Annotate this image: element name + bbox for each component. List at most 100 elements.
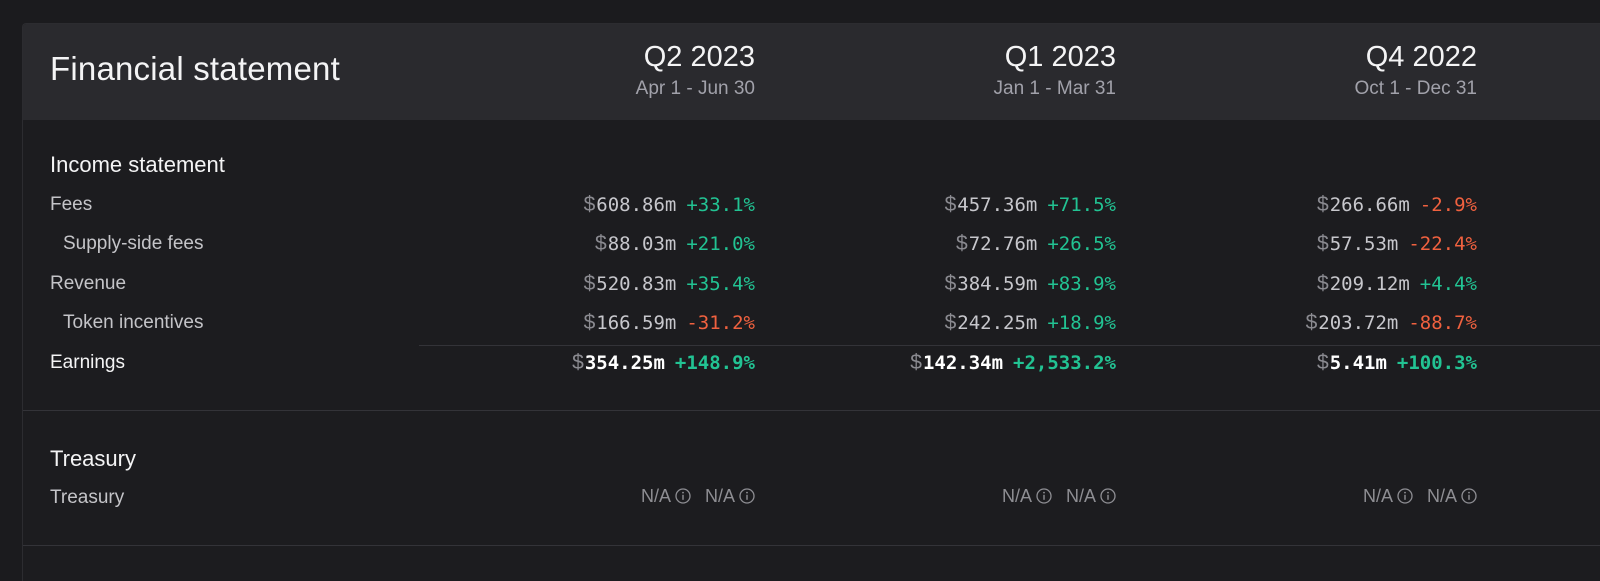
amount: 384.59m <box>957 273 1038 295</box>
info-icon[interactable] <box>1397 488 1413 504</box>
treasury-value-cell: N/A N/A <box>776 486 1116 507</box>
period-quarter: Q2 2023 <box>643 41 755 73</box>
treasury-value-cell: N/A N/A <box>415 486 755 507</box>
amount: 242.25m <box>957 312 1038 334</box>
na-text: N/A <box>1362 486 1393 506</box>
change-percent: -22.4% <box>1408 233 1477 255</box>
amount: 166.59m <box>596 312 677 334</box>
period-range: Jan 1 - Mar 31 <box>993 78 1117 99</box>
change-percent: +148.9% <box>674 352 755 374</box>
info-icon[interactable] <box>1036 488 1052 504</box>
period-q1-2023: Q1 2023 Jan 1 - Mar 31 <box>796 40 1117 102</box>
change-percent: +21.0% <box>686 233 755 255</box>
change-percent: +35.4% <box>686 273 755 295</box>
value-cell: $142.34m +2,533.2% <box>776 351 1116 375</box>
value-cell: $457.36m +71.5% <box>776 193 1116 217</box>
value-cell: $5.41m +100.3% <box>1137 351 1477 375</box>
value-cell: $57.53m -22.4% <box>1137 232 1477 256</box>
amount: 203.72m <box>1318 312 1399 334</box>
currency-symbol: $ <box>944 311 957 334</box>
na-value: N/A <box>641 486 691 507</box>
change-percent: +2,533.2% <box>1013 352 1116 374</box>
change-percent: -2.9% <box>1419 194 1477 216</box>
treasury-row-label: Treasury <box>50 487 125 508</box>
change-percent: -88.7% <box>1408 312 1477 334</box>
value-cell: $242.25m +18.9% <box>776 311 1116 335</box>
row-label-token-incentives: Token incentives <box>63 312 204 333</box>
currency-symbol: $ <box>1317 193 1329 216</box>
na-text: N/A <box>1426 486 1457 506</box>
change-percent: +18.9% <box>1047 312 1116 334</box>
na-value: N/A <box>1363 486 1413 507</box>
na-text: N/A <box>1001 486 1032 506</box>
currency-symbol: $ <box>583 272 596 295</box>
currency-symbol: $ <box>944 272 957 295</box>
amount: 72.76m <box>968 233 1038 255</box>
na-text: N/A <box>704 486 735 506</box>
value-cell: $166.59m -31.2% <box>415 311 755 335</box>
amount: 520.83m <box>596 273 677 295</box>
income-statement-title: Income statement <box>50 152 225 177</box>
na-text: N/A <box>640 486 671 506</box>
na-value: N/A <box>1427 486 1477 507</box>
amount: 354.25m <box>584 352 665 374</box>
currency-symbol: $ <box>956 232 968 255</box>
value-cell: $209.12m +4.4% <box>1137 272 1477 296</box>
currency-symbol: $ <box>595 232 607 255</box>
value-cell: $608.86m +33.1% <box>415 193 755 217</box>
value-cell: $384.59m +83.9% <box>776 272 1116 296</box>
earnings-divider <box>419 345 1600 346</box>
period-q2-2023: Q2 2023 Apr 1 - Jun 30 <box>435 40 755 102</box>
info-icon[interactable] <box>739 488 755 504</box>
period-range: Apr 1 - Jun 30 <box>635 78 755 99</box>
amount: 266.66m <box>1329 194 1410 216</box>
change-percent: +100.3% <box>1396 352 1477 374</box>
financial-statement-panel: Financial statement Q2 2023 Apr 1 - Jun … <box>22 23 1600 581</box>
amount: 608.86m <box>596 194 677 216</box>
na-value: N/A <box>1066 486 1116 507</box>
statement-header: Financial statement Q2 2023 Apr 1 - Jun … <box>23 24 1600 120</box>
row-label-earnings: Earnings <box>50 352 125 373</box>
currency-symbol: $ <box>944 193 957 216</box>
period-quarter: Q1 2023 <box>1004 41 1116 73</box>
change-percent: +83.9% <box>1047 273 1116 295</box>
change-percent: +33.1% <box>686 194 755 216</box>
treasury-title: Treasury <box>50 446 136 471</box>
amount: 457.36m <box>957 194 1038 216</box>
currency-symbol: $ <box>910 351 922 374</box>
currency-symbol: $ <box>1305 311 1318 334</box>
bottom-divider <box>23 545 1600 546</box>
value-cell: $520.83m +35.4% <box>415 272 755 296</box>
treasury-value-cell: N/A N/A <box>1137 486 1477 507</box>
currency-symbol: $ <box>572 351 584 374</box>
info-icon[interactable] <box>1461 488 1477 504</box>
na-text: N/A <box>1065 486 1096 506</box>
row-label-revenue: Revenue <box>50 273 127 294</box>
value-cell: $72.76m +26.5% <box>776 232 1116 256</box>
na-value: N/A <box>705 486 755 507</box>
change-percent: +26.5% <box>1047 233 1116 255</box>
currency-symbol: $ <box>1317 351 1329 374</box>
period-q4-2022: Q4 2022 Oct 1 - Dec 31 <box>1157 40 1478 102</box>
currency-symbol: $ <box>1317 232 1329 255</box>
currency-symbol: $ <box>1317 272 1329 295</box>
amount: 88.03m <box>607 233 677 255</box>
amount: 57.53m <box>1329 233 1399 255</box>
change-percent: +4.4% <box>1419 273 1477 295</box>
amount: 209.12m <box>1329 273 1410 295</box>
row-label-supply-side-fees: Supply-side fees <box>63 233 204 254</box>
period-range: Oct 1 - Dec 31 <box>1354 78 1478 99</box>
change-percent: -31.2% <box>686 312 755 334</box>
change-percent: +71.5% <box>1047 194 1116 216</box>
row-label-fees: Fees <box>50 194 93 215</box>
na-value: N/A <box>1002 486 1052 507</box>
info-icon[interactable] <box>1100 488 1116 504</box>
section-divider <box>23 410 1600 411</box>
value-cell: $203.72m -88.7% <box>1137 311 1477 335</box>
amount: 142.34m <box>922 352 1004 374</box>
currency-symbol: $ <box>583 193 596 216</box>
value-cell: $354.25m +148.9% <box>415 351 755 375</box>
value-cell: $266.66m -2.9% <box>1137 193 1477 217</box>
amount: 5.41m <box>1329 352 1387 374</box>
info-icon[interactable] <box>675 488 691 504</box>
